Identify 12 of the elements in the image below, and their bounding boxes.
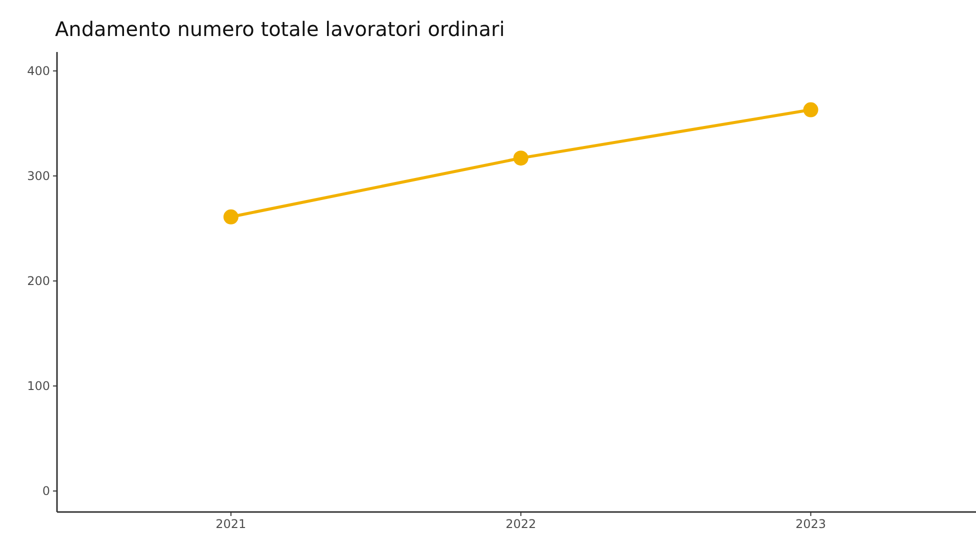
- y-tick-label: 100: [27, 379, 50, 394]
- point: [223, 209, 238, 224]
- x-tick-label: 2021: [216, 517, 246, 531]
- y-tick-label: 400: [27, 64, 50, 78]
- y-tick-label: 300: [27, 169, 50, 184]
- x-tick-label: 2022: [506, 517, 536, 531]
- x-tick-label: 2023: [795, 517, 826, 531]
- y-tick-label: 200: [27, 274, 50, 288]
- point: [513, 150, 528, 166]
- y-tick-label: 0: [42, 484, 50, 498]
- chart-title: Andamento numero totale lavoratori ordinari: [55, 17, 505, 41]
- point: [803, 102, 818, 118]
